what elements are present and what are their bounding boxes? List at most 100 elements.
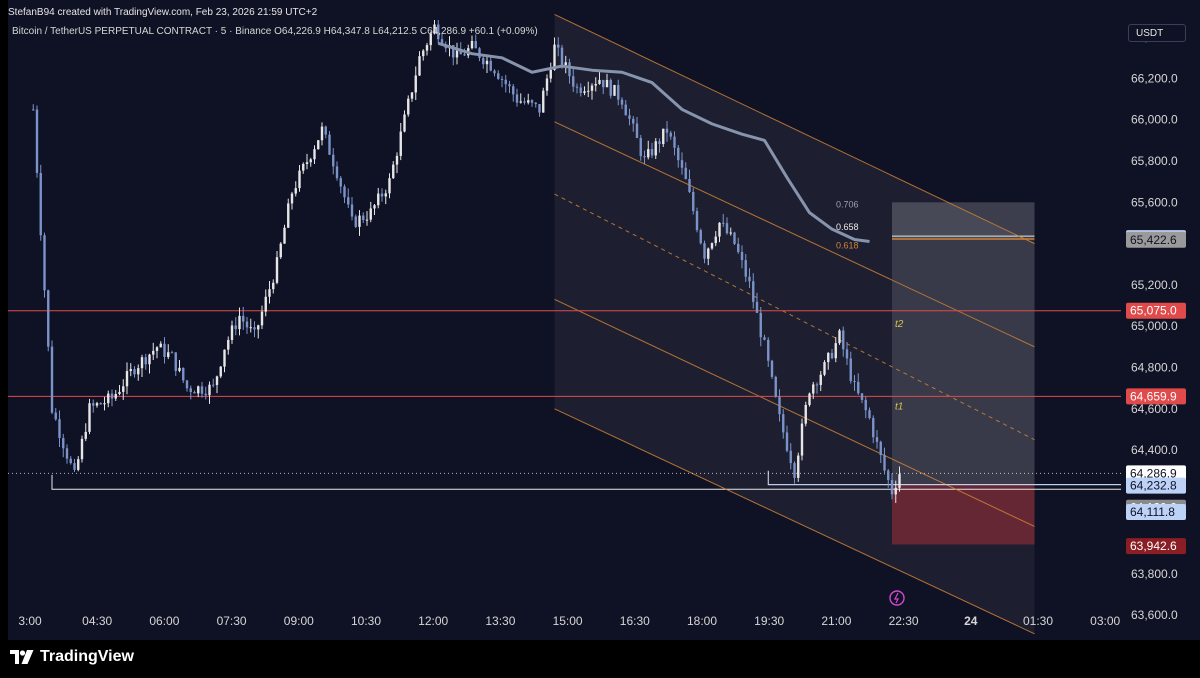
- svg-text:63,942.6: 63,942.6: [1130, 539, 1177, 553]
- alert-icon[interactable]: [889, 590, 905, 606]
- channel-fill: [554, 14, 1035, 634]
- candle: [358, 210, 361, 236]
- candle: [227, 336, 230, 355]
- candle: [170, 350, 174, 354]
- candle: [594, 77, 597, 92]
- candle: [343, 184, 346, 204]
- candle: [534, 102, 537, 108]
- candle: [354, 214, 357, 229]
- price-tag-64232[interactable]: 64,232.8: [1126, 477, 1186, 494]
- channel-line-lower[interactable]: [554, 408, 1035, 635]
- candle: [35, 105, 39, 178]
- candle: [369, 201, 372, 223]
- currency-selector[interactable]: USDT: [1128, 24, 1186, 42]
- candle: [830, 349, 834, 360]
- candle: [328, 130, 331, 156]
- candle: [69, 456, 72, 465]
- channel-line-midline[interactable]: [554, 193, 1035, 441]
- price-tag-65075[interactable]: 65,075.0: [1126, 302, 1186, 319]
- stop-zone[interactable]: [892, 484, 1035, 545]
- candle: [429, 31, 432, 51]
- candle: [73, 458, 76, 473]
- svg-text:64,286.9: 64,286.9: [1130, 466, 1177, 480]
- candle: [279, 242, 282, 260]
- svg-text:65,075.0: 65,075.0: [1130, 304, 1177, 318]
- target-label-t2: t2: [895, 319, 904, 330]
- symbol-name[interactable]: Bitcoin / TetherUS PERPETUAL CONTRACT · …: [12, 26, 272, 37]
- candle: [812, 381, 815, 400]
- candle: [718, 222, 721, 243]
- channel-line-lower-inner[interactable]: [554, 298, 1035, 527]
- candle: [804, 401, 807, 427]
- candle: [290, 191, 294, 210]
- candle: [639, 134, 642, 161]
- moving-average: [437, 41, 870, 244]
- candle: [418, 51, 421, 76]
- candle: [242, 306, 245, 330]
- price-tag-64659[interactable]: 64,659.9: [1126, 388, 1186, 405]
- candle: [497, 70, 500, 80]
- candle: [144, 353, 147, 370]
- tradingview-logo[interactable]: TradingView: [10, 648, 134, 666]
- candle: [695, 207, 699, 233]
- chart-area[interactable]: 66,400.066,200.066,000.065,800.065,600.0…: [8, 0, 1200, 640]
- candle: [815, 382, 819, 394]
- fib-label-0706: 0.706: [836, 199, 859, 209]
- candle: [557, 37, 560, 57]
- candle: [302, 162, 305, 174]
- candle: [388, 173, 391, 199]
- candle: [729, 227, 732, 236]
- y-tick-label: 66,000.0: [1131, 113, 1178, 127]
- horizontal-levels[interactable]: [8, 310, 1121, 486]
- regression-channel[interactable]: [554, 14, 1035, 635]
- target-zone[interactable]: [892, 202, 1035, 485]
- time-axis[interactable]: 3:00 04:30 06:00 07:30 09:00 10:30 12:00 13:30 1…: [18, 614, 1120, 628]
- candle: [65, 444, 69, 464]
- candle: [62, 433, 65, 458]
- ma-line[interactable]: [437, 41, 870, 244]
- price-tag-63942[interactable]: 63,942.6: [1126, 538, 1186, 555]
- candle: [654, 138, 657, 160]
- candle: [77, 456, 80, 472]
- candle: [785, 425, 789, 453]
- candle: [823, 360, 826, 377]
- candle: [613, 84, 616, 96]
- candle: [437, 19, 440, 44]
- candle: [422, 49, 425, 61]
- x-tick-label: 15:00: [553, 614, 583, 628]
- x-tick-label: 21:00: [821, 614, 851, 628]
- candle: [744, 253, 747, 283]
- candle: [425, 42, 429, 56]
- candle: [107, 390, 110, 408]
- y-tick-label: 65,600.0: [1131, 195, 1178, 209]
- candle: [208, 381, 211, 404]
- price-tag-65422[interactable]: 65,422.6: [1126, 231, 1186, 248]
- candle: [553, 37, 556, 71]
- price-axis[interactable]: 66,400.066,200.066,000.065,800.065,600.0…: [1121, 0, 1200, 640]
- channel-line-upper[interactable]: [554, 14, 1035, 245]
- candle: [722, 213, 725, 227]
- candle: [215, 375, 219, 394]
- candle: [800, 418, 804, 461]
- candle: [748, 268, 751, 288]
- x-tick-label: 3:00: [18, 614, 42, 628]
- candle: [474, 34, 477, 49]
- candle: [50, 340, 54, 415]
- price-chart[interactable]: 66,400.066,200.066,000.065,800.065,600.0…: [8, 0, 1200, 640]
- candle: [249, 318, 252, 333]
- candle: [538, 103, 541, 117]
- candle: [163, 337, 166, 364]
- candle: [403, 110, 406, 133]
- candle: [579, 83, 582, 97]
- candle: [808, 392, 811, 407]
- candle: [740, 245, 744, 269]
- candle: [275, 251, 279, 285]
- price-tag-64111[interactable]: 64,111.8: [1126, 504, 1186, 521]
- candle: [602, 79, 605, 95]
- candle: [219, 365, 222, 379]
- candle: [234, 317, 237, 336]
- channel-line-upper-inner[interactable]: [554, 121, 1035, 348]
- y-tick-label: 64,400.0: [1131, 443, 1178, 457]
- candle: [272, 279, 275, 294]
- candle: [665, 121, 669, 142]
